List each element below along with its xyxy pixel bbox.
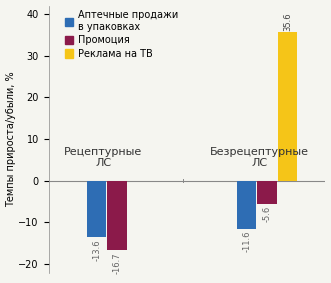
Bar xyxy=(107,181,127,250)
Text: -5.6: -5.6 xyxy=(263,206,272,222)
Bar xyxy=(87,181,106,237)
Bar xyxy=(278,32,297,181)
Text: -11.6: -11.6 xyxy=(242,231,251,252)
Bar xyxy=(237,181,257,229)
Y-axis label: Темпы прироста/убыли, %: Темпы прироста/убыли, % xyxy=(6,71,16,207)
Bar xyxy=(258,181,277,204)
Text: Рецептурные
ЛС: Рецептурные ЛС xyxy=(64,147,142,168)
Text: -13.6: -13.6 xyxy=(92,239,101,261)
Text: -16.7: -16.7 xyxy=(113,252,121,274)
Legend: Аптечные продажи
в упаковках, Промоция, Реклама на ТВ: Аптечные продажи в упаковках, Промоция, … xyxy=(65,10,178,59)
Text: Безрецептурные
ЛС: Безрецептурные ЛС xyxy=(211,147,309,168)
Text: 35.6: 35.6 xyxy=(283,12,292,31)
